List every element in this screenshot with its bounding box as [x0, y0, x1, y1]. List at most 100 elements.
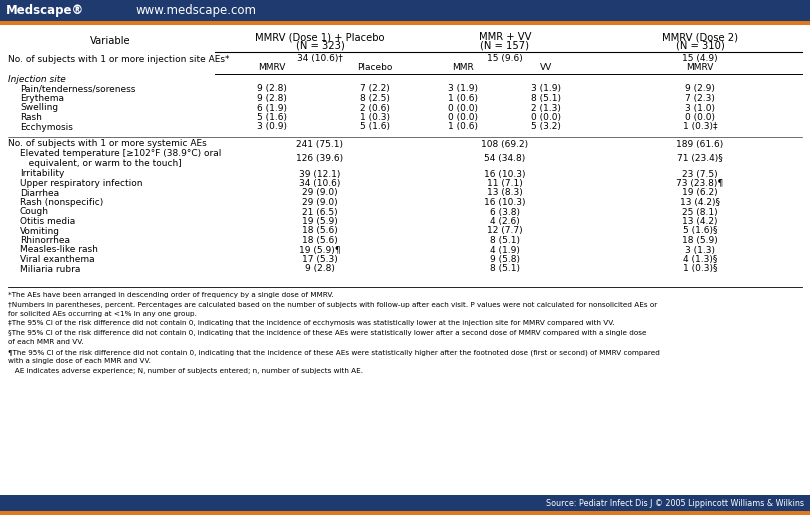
Text: 4 (2.6): 4 (2.6)	[490, 217, 520, 226]
Text: 2 (0.6): 2 (0.6)	[360, 104, 390, 112]
Text: 0 (0.0): 0 (0.0)	[685, 113, 715, 122]
Text: 1 (0.3)‡: 1 (0.3)‡	[683, 123, 717, 131]
Text: (N = 310): (N = 310)	[676, 40, 724, 50]
Text: 1 (0.6): 1 (0.6)	[448, 123, 478, 131]
Text: Source: Pediatr Infect Dis J © 2005 Lippincott Williams & Wilkins: Source: Pediatr Infect Dis J © 2005 Lipp…	[546, 499, 804, 507]
Bar	[0, 495, 810, 511]
Text: MMRV (Dose 2): MMRV (Dose 2)	[662, 32, 738, 42]
Text: 0 (0.0): 0 (0.0)	[448, 113, 478, 122]
Text: 9 (5.8): 9 (5.8)	[490, 255, 520, 264]
Text: §The 95% CI of the risk difference did not contain 0, indicating that the incide: §The 95% CI of the risk difference did n…	[8, 330, 646, 336]
Text: 9 (2.8): 9 (2.8)	[305, 265, 335, 273]
Text: 8 (5.1): 8 (5.1)	[490, 236, 520, 245]
Text: Measles-like rash: Measles-like rash	[20, 246, 98, 254]
Text: 73 (23.8)¶: 73 (23.8)¶	[676, 179, 723, 188]
Text: 0 (0.0): 0 (0.0)	[531, 113, 561, 122]
Text: MMR: MMR	[452, 63, 474, 73]
Text: 5 (1.6): 5 (1.6)	[257, 113, 287, 122]
Text: 108 (69.2): 108 (69.2)	[481, 140, 529, 148]
Text: 9 (2.9): 9 (2.9)	[685, 84, 715, 94]
Text: 34 (10.6)†: 34 (10.6)†	[297, 55, 343, 63]
Text: 19 (6.2): 19 (6.2)	[682, 188, 718, 197]
Text: Viral exanthema: Viral exanthema	[20, 255, 95, 264]
Text: 18 (5.9): 18 (5.9)	[682, 236, 718, 245]
Text: 7 (2.2): 7 (2.2)	[360, 84, 390, 94]
Text: 3 (1.0): 3 (1.0)	[685, 104, 715, 112]
Bar	[0, 21, 810, 25]
Text: 13 (8.3): 13 (8.3)	[487, 188, 523, 197]
Text: 71 (23.4)§: 71 (23.4)§	[677, 154, 723, 163]
Text: Erythema: Erythema	[20, 94, 64, 103]
Text: Cough: Cough	[20, 208, 49, 216]
Text: Pain/tenderness/soreness: Pain/tenderness/soreness	[20, 84, 135, 94]
Text: 7 (2.3): 7 (2.3)	[685, 94, 715, 103]
Text: Medscape®: Medscape®	[6, 4, 84, 17]
Text: (N = 323): (N = 323)	[296, 40, 344, 50]
Text: 6 (1.9): 6 (1.9)	[257, 104, 287, 112]
Text: Irritability: Irritability	[20, 169, 64, 179]
Text: 0 (0.0): 0 (0.0)	[448, 104, 478, 112]
Text: 126 (39.6): 126 (39.6)	[296, 154, 343, 163]
Text: MMRV: MMRV	[686, 63, 714, 73]
Text: 19 (5.9): 19 (5.9)	[302, 217, 338, 226]
Text: 189 (61.6): 189 (61.6)	[676, 140, 723, 148]
Text: 3 (1.3): 3 (1.3)	[685, 246, 715, 254]
Text: 18 (5.6): 18 (5.6)	[302, 236, 338, 245]
Text: 13 (4.2): 13 (4.2)	[682, 217, 718, 226]
Text: 5 (1.6): 5 (1.6)	[360, 123, 390, 131]
Text: 21 (6.5): 21 (6.5)	[302, 208, 338, 216]
Text: †Numbers in parentheses, percent. Percentages are calculated based on the number: †Numbers in parentheses, percent. Percen…	[8, 301, 657, 307]
Text: 25 (8.1): 25 (8.1)	[682, 208, 718, 216]
Text: 1 (0.3): 1 (0.3)	[360, 113, 390, 122]
Text: VV: VV	[540, 63, 552, 73]
Text: Elevated temperature [≥102°F (38.9°C) oral: Elevated temperature [≥102°F (38.9°C) or…	[20, 149, 221, 159]
Text: Placebo: Placebo	[357, 63, 393, 73]
Text: 13 (4.2)§: 13 (4.2)§	[680, 198, 720, 207]
Text: Injection site: Injection site	[8, 76, 66, 84]
Text: Otitis media: Otitis media	[20, 217, 75, 226]
Text: MMR + VV: MMR + VV	[479, 32, 531, 42]
Text: 39 (12.1): 39 (12.1)	[300, 169, 341, 179]
Text: of each MMR and VV.: of each MMR and VV.	[8, 339, 83, 346]
Text: www.medscape.com: www.medscape.com	[135, 4, 256, 17]
Text: MMRV: MMRV	[258, 63, 286, 73]
Text: (N = 157): (N = 157)	[480, 40, 530, 50]
Text: 29 (9.0): 29 (9.0)	[302, 188, 338, 197]
Text: Vomiting: Vomiting	[20, 227, 60, 235]
Text: 5 (1.6)§: 5 (1.6)§	[683, 227, 717, 235]
Text: ‡The 95% CI of the risk difference did not contain 0, indicating that the incide: ‡The 95% CI of the risk difference did n…	[8, 320, 615, 327]
Text: Miliaria rubra: Miliaria rubra	[20, 265, 80, 273]
Text: 1 (0.6): 1 (0.6)	[448, 94, 478, 103]
Text: 4 (1.3)§: 4 (1.3)§	[683, 255, 717, 264]
Text: Ecchymosis: Ecchymosis	[20, 123, 73, 131]
Text: Diarrhea: Diarrhea	[20, 188, 59, 197]
Text: 8 (5.1): 8 (5.1)	[490, 265, 520, 273]
Text: Swelling: Swelling	[20, 104, 58, 112]
Text: 34 (10.6): 34 (10.6)	[300, 179, 341, 188]
Text: 19 (5.9)¶: 19 (5.9)¶	[299, 246, 341, 254]
Text: 9 (2.8): 9 (2.8)	[257, 84, 287, 94]
Text: 3 (1.9): 3 (1.9)	[448, 84, 478, 94]
Text: ¶The 95% CI of the risk difference did not contain 0, indicating that the incide: ¶The 95% CI of the risk difference did n…	[8, 349, 660, 355]
Text: No. of subjects with 1 or more systemic AEs: No. of subjects with 1 or more systemic …	[8, 140, 207, 148]
Text: 3 (0.9): 3 (0.9)	[257, 123, 287, 131]
Text: with a single dose of each MMR and VV.: with a single dose of each MMR and VV.	[8, 358, 151, 365]
Text: *The AEs have been arranged in descending order of frequency by a single dose of: *The AEs have been arranged in descendin…	[8, 292, 334, 298]
Text: equivalent, or warm to the touch]: equivalent, or warm to the touch]	[20, 159, 181, 167]
Text: 8 (5.1): 8 (5.1)	[531, 94, 561, 103]
Bar	[0, 0, 810, 21]
Text: 18 (5.6): 18 (5.6)	[302, 227, 338, 235]
Text: Rash: Rash	[20, 113, 42, 122]
Text: Variable: Variable	[90, 36, 130, 46]
Text: 6 (3.8): 6 (3.8)	[490, 208, 520, 216]
Text: 241 (75.1): 241 (75.1)	[296, 140, 343, 148]
Text: 1 (0.3)§: 1 (0.3)§	[683, 265, 717, 273]
Text: AE indicates adverse experience; N, number of subjects entered; n, number of sub: AE indicates adverse experience; N, numb…	[8, 368, 363, 374]
Text: 15 (4.9): 15 (4.9)	[682, 55, 718, 63]
Text: No. of subjects with 1 or more injection site AEs*: No. of subjects with 1 or more injection…	[8, 55, 229, 63]
Bar	[0, 511, 810, 515]
Text: 16 (10.3): 16 (10.3)	[484, 198, 526, 207]
Text: 23 (7.5): 23 (7.5)	[682, 169, 718, 179]
Text: 4 (1.9): 4 (1.9)	[490, 246, 520, 254]
Text: for solicited AEs occurring at <1% in any one group.: for solicited AEs occurring at <1% in an…	[8, 311, 197, 317]
